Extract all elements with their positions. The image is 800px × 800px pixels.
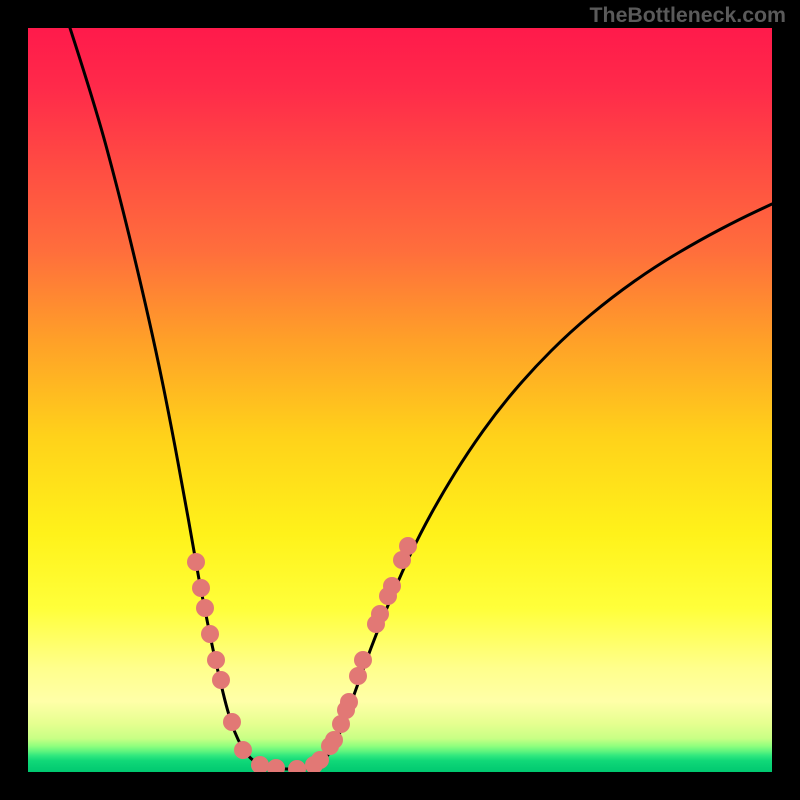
watermark-text: TheBottleneck.com [590, 3, 786, 28]
marker-point [325, 731, 343, 749]
marker-point [349, 667, 367, 685]
bottleneck-curve-plot [0, 0, 800, 800]
marker-point [207, 651, 225, 669]
marker-point [234, 741, 252, 759]
marker-point [212, 671, 230, 689]
marker-point [354, 651, 372, 669]
marker-point [383, 577, 401, 595]
marker-point [340, 693, 358, 711]
marker-point [223, 713, 241, 731]
marker-point [371, 605, 389, 623]
marker-point [201, 625, 219, 643]
marker-point [196, 599, 214, 617]
plot-background [28, 28, 772, 772]
marker-point [251, 756, 269, 774]
marker-point [187, 553, 205, 571]
marker-point [399, 537, 417, 555]
marker-point [192, 579, 210, 597]
chart-frame: TheBottleneck.com [0, 0, 800, 800]
